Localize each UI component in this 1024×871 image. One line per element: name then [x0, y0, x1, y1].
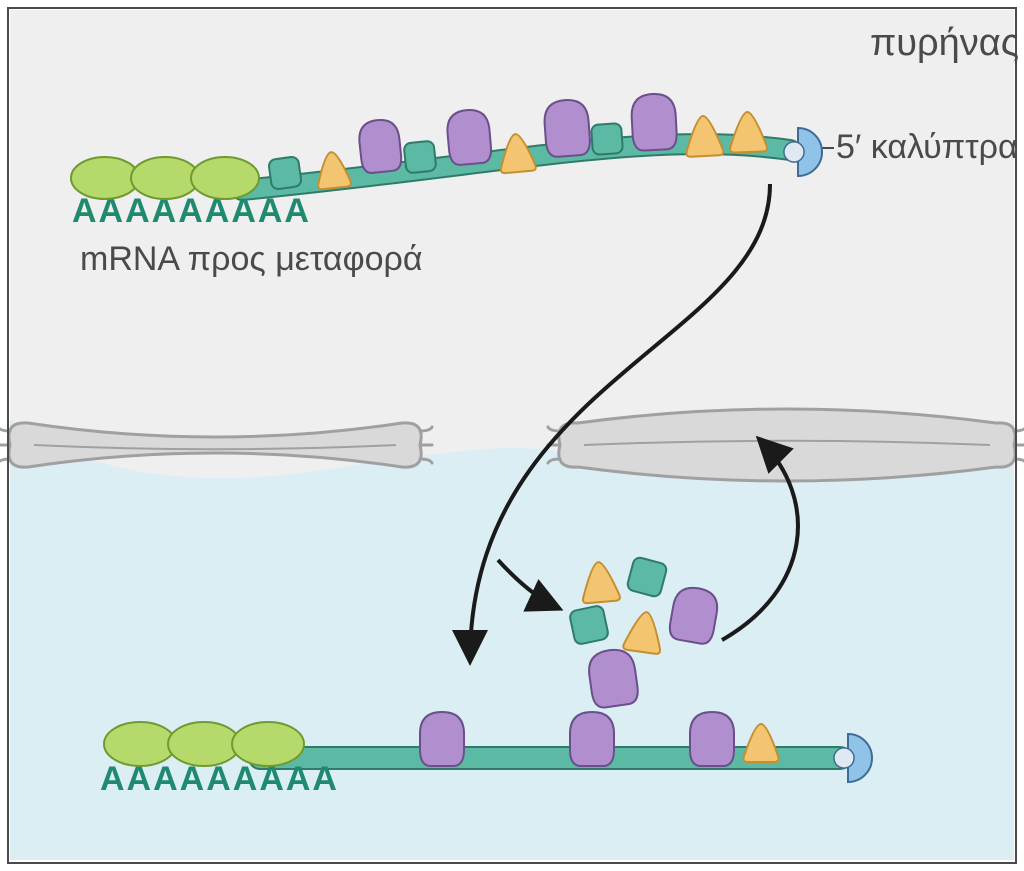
- protein-top-2: [357, 118, 402, 174]
- protein-top-6: [543, 99, 591, 158]
- protein-top-8: [631, 93, 678, 151]
- polya-binder-bottom-0: [104, 722, 176, 766]
- polya-binder-bottom-2: [232, 722, 304, 766]
- nucleus-label: πυρήνας: [870, 22, 1019, 64]
- protein-bottom-2: [690, 712, 734, 766]
- polya-binder-top-1: [131, 157, 199, 199]
- protein-top-0: [268, 156, 302, 190]
- cap-label: 5′ καλύπτρα: [836, 128, 1018, 166]
- polya-binder-bottom-1: [168, 722, 240, 766]
- polya-binder-top-2: [191, 157, 259, 199]
- polya-binder-top-0: [71, 157, 139, 199]
- protein-bottom-1: [570, 712, 614, 766]
- protein-top-4: [446, 108, 493, 165]
- protein-top-3: [404, 141, 437, 174]
- protein-free-2: [569, 605, 609, 645]
- protein-bottom-0: [420, 712, 464, 766]
- diagram-root: πυρήνας5′ καλύπτραmRNA προς μεταφοράAAAA…: [0, 0, 1024, 871]
- protein-top-7: [591, 123, 623, 155]
- mrna-transport-label: mRNA προς μεταφορά: [80, 240, 423, 278]
- nuclear-membrane: [548, 409, 1024, 481]
- protein-free-1: [626, 556, 668, 598]
